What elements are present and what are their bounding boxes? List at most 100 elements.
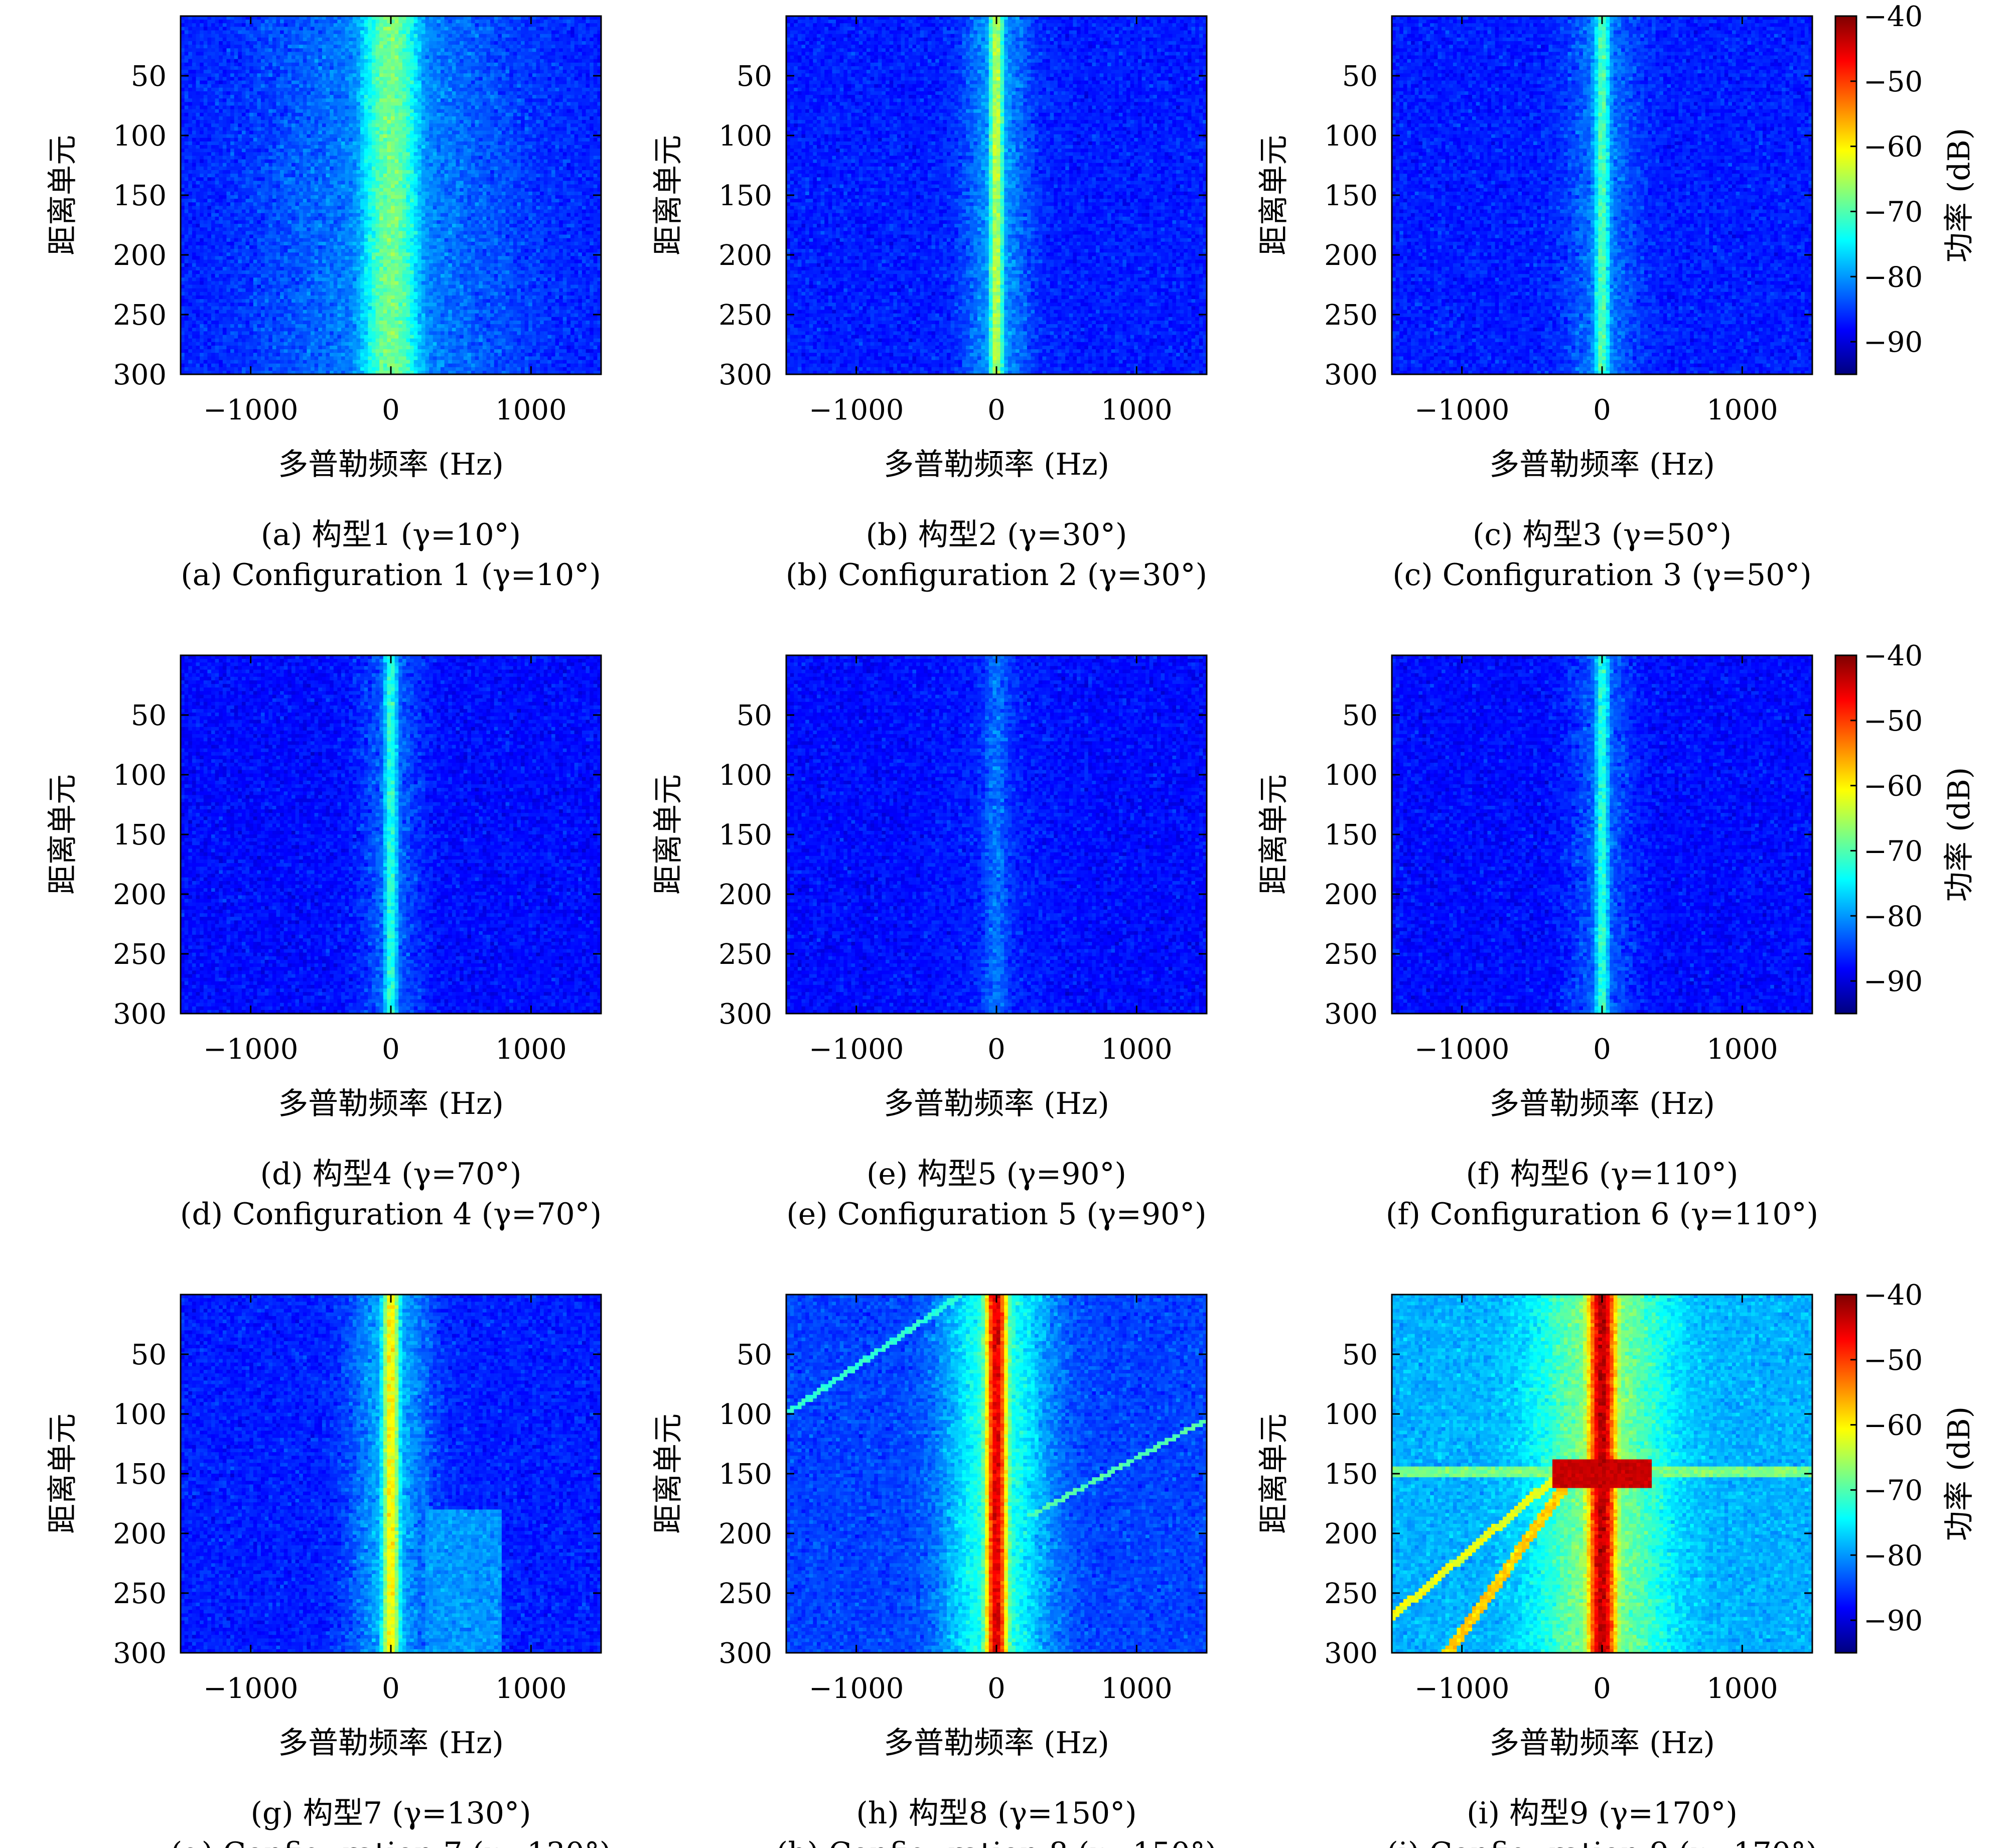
caption-cn: (i) 构型9 (γ=170°)	[1467, 1796, 1738, 1831]
y-tick-label: 100	[718, 1398, 772, 1431]
y-tick-label: 100	[718, 759, 772, 792]
x-tick-label: 0	[987, 394, 1005, 427]
x-tick-label: −1000	[203, 1672, 298, 1705]
y-tick-label: 150	[113, 819, 167, 851]
colorbar-tick-label: −70	[1863, 835, 1923, 868]
x-axis-label: 多普勒频率 (Hz)	[884, 1726, 1109, 1761]
colorbar-tick-label: −70	[1863, 1474, 1923, 1507]
colorbar-tick-label: −40	[1863, 640, 1923, 672]
y-tick-label: 150	[718, 819, 772, 851]
x-tick-label: 0	[1593, 1033, 1611, 1066]
y-tick-label: 300	[1324, 998, 1378, 1031]
y-tick-label: 200	[113, 239, 167, 272]
y-tick-label: 200	[1324, 1518, 1378, 1550]
x-tick-label: 0	[1593, 394, 1611, 427]
y-tick-label: 150	[718, 180, 772, 212]
heatmap-cells	[181, 16, 602, 375]
x-tick-label: −1000	[1414, 394, 1509, 427]
x-tick-label: 1000	[495, 1033, 567, 1066]
x-tick-label: 1000	[1706, 1033, 1778, 1066]
x-tick-label: 0	[987, 1672, 1005, 1705]
caption-en: (h) Configuration 8 (γ=150°)	[776, 1836, 1217, 1848]
caption-cn: (e) 构型5 (γ=90°)	[867, 1157, 1126, 1192]
colorbar-gradient	[1835, 16, 1856, 374]
x-tick-label: 1000	[1101, 394, 1173, 427]
colorbar-tick-label: −60	[1863, 131, 1923, 164]
x-tick-label: −1000	[1414, 1672, 1509, 1705]
x-tick-label: 1000	[1706, 1672, 1778, 1705]
x-tick-label: −1000	[203, 1033, 298, 1066]
y-tick-label: 300	[113, 359, 167, 391]
x-tick-label: 0	[1593, 1672, 1611, 1705]
y-tick-label: 50	[737, 60, 772, 93]
caption-cn: (d) 构型4 (γ=70°)	[260, 1157, 522, 1192]
colorbar-label: 功率 (dB)	[1942, 128, 1977, 262]
y-axis-label: 距离单元	[45, 135, 80, 255]
x-axis-label: 多普勒频率 (Hz)	[1489, 1086, 1715, 1121]
colorbar-tick-label: −90	[1863, 326, 1923, 359]
heatmap-cells	[1392, 1295, 1813, 1653]
x-tick-label: 1000	[1101, 1672, 1173, 1705]
caption-en: (c) Configuration 3 (γ=50°)	[1392, 557, 1811, 593]
y-tick-label: 150	[113, 180, 167, 212]
x-tick-label: 1000	[495, 394, 567, 427]
y-tick-label: 100	[113, 759, 167, 792]
y-tick-label: 250	[113, 938, 167, 971]
y-axis-label: 距离单元	[1256, 1413, 1291, 1534]
y-tick-label: 100	[1324, 759, 1378, 792]
y-tick-label: 100	[113, 120, 167, 153]
y-tick-label: 100	[113, 1398, 167, 1431]
x-axis-label: 多普勒频率 (Hz)	[1489, 1726, 1715, 1761]
x-tick-label: 1000	[1101, 1033, 1173, 1066]
colorbar-tick-label: −80	[1863, 900, 1923, 933]
y-tick-label: 250	[1324, 299, 1378, 332]
y-tick-label: 50	[131, 1339, 167, 1371]
heatmap-cells	[786, 16, 1207, 375]
x-tick-label: 0	[987, 1033, 1005, 1066]
colorbar-label: 功率 (dB)	[1942, 767, 1977, 902]
x-axis-label: 多普勒频率 (Hz)	[884, 447, 1109, 482]
colorbar-tick-label: −70	[1863, 196, 1923, 228]
colorbar-tick-label: −50	[1863, 705, 1923, 738]
colorbar-tick-label: −40	[1863, 1279, 1923, 1312]
y-tick-label: 300	[718, 998, 772, 1031]
x-axis-label: 多普勒频率 (Hz)	[278, 447, 504, 482]
colorbar-label: 功率 (dB)	[1942, 1406, 1977, 1541]
x-tick-label: 1000	[1706, 394, 1778, 427]
heatmap-cells	[786, 1295, 1207, 1653]
x-tick-label: 0	[382, 1672, 400, 1705]
y-axis-label: 距离单元	[651, 1413, 686, 1534]
y-tick-label: 200	[718, 239, 772, 272]
caption-en: (e) Configuration 5 (γ=90°)	[786, 1197, 1206, 1232]
y-axis-label: 距离单元	[651, 135, 686, 255]
x-axis-label: 多普勒频率 (Hz)	[278, 1086, 504, 1121]
y-tick-label: 300	[1324, 359, 1378, 391]
x-tick-label: 1000	[495, 1672, 567, 1705]
y-tick-label: 50	[737, 699, 772, 732]
y-tick-label: 200	[113, 1518, 167, 1550]
caption-cn: (a) 构型1 (γ=10°)	[261, 517, 521, 552]
colorbar-tick-label: −90	[1863, 965, 1923, 998]
caption-en: (b) Configuration 2 (γ=30°)	[786, 557, 1207, 593]
heatmap-cells	[1392, 655, 1813, 1014]
x-tick-label: 0	[382, 1033, 400, 1066]
y-tick-label: 150	[718, 1458, 772, 1491]
y-tick-label: 300	[113, 1637, 167, 1670]
caption-cn: (h) 构型8 (γ=150°)	[856, 1796, 1136, 1831]
caption-en: (d) Configuration 4 (γ=70°)	[180, 1197, 602, 1232]
x-axis-label: 多普勒频率 (Hz)	[1489, 447, 1715, 482]
x-tick-label: −1000	[1414, 1033, 1509, 1066]
x-tick-label: −1000	[809, 1672, 904, 1705]
y-tick-label: 250	[718, 299, 772, 332]
y-axis-label: 距离单元	[1256, 135, 1291, 255]
y-tick-label: 100	[1324, 1398, 1378, 1431]
y-tick-label: 50	[737, 1339, 772, 1371]
caption-cn: (b) 构型2 (γ=30°)	[866, 517, 1127, 552]
caption-en: (f) Configuration 6 (γ=110°)	[1386, 1197, 1818, 1232]
colorbar-gradient	[1835, 1295, 1856, 1653]
